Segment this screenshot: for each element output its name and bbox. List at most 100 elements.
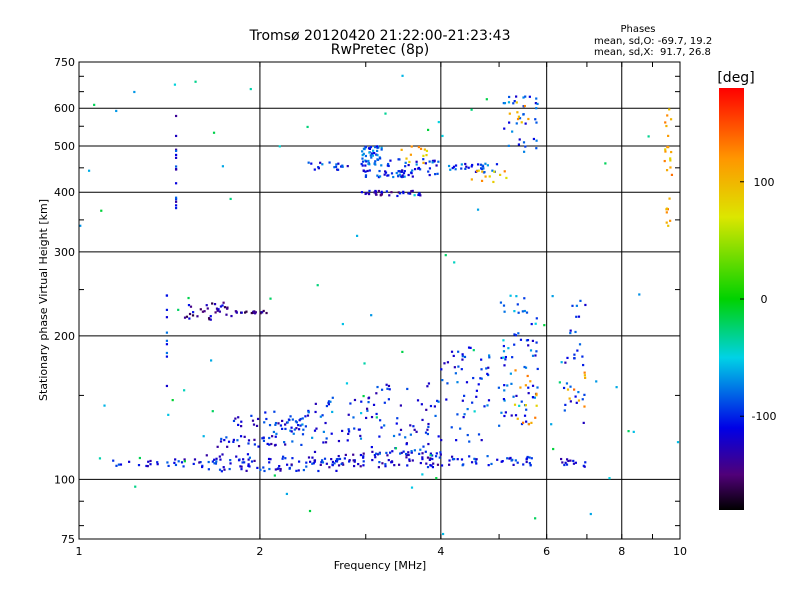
data-point bbox=[565, 463, 569, 466]
data-point bbox=[564, 461, 567, 464]
data-point bbox=[380, 164, 383, 167]
data-point bbox=[352, 464, 356, 468]
data-point bbox=[577, 315, 581, 318]
data-point bbox=[428, 160, 431, 163]
data-point bbox=[274, 435, 277, 438]
data-point bbox=[469, 346, 472, 349]
data-point bbox=[319, 463, 322, 466]
data-point bbox=[502, 304, 506, 307]
data-point bbox=[374, 160, 377, 163]
data-point bbox=[174, 196, 178, 199]
data-point bbox=[399, 428, 403, 431]
data-point bbox=[437, 435, 440, 438]
data-point bbox=[503, 389, 506, 392]
data-point bbox=[437, 400, 440, 403]
data-point bbox=[370, 314, 373, 317]
data-point bbox=[362, 456, 365, 459]
data-point bbox=[374, 190, 378, 193]
data-point bbox=[266, 442, 269, 446]
data-point bbox=[316, 284, 319, 287]
data-point bbox=[450, 455, 454, 458]
data-point bbox=[453, 261, 456, 264]
data-point bbox=[277, 467, 280, 470]
data-point bbox=[522, 113, 525, 116]
data-point bbox=[500, 411, 503, 414]
data-point bbox=[668, 108, 671, 111]
data-point bbox=[521, 310, 524, 313]
data-point bbox=[369, 145, 372, 149]
data-point bbox=[485, 98, 488, 101]
data-point bbox=[562, 386, 566, 390]
data-point bbox=[218, 310, 221, 313]
data-point bbox=[440, 438, 443, 442]
data-point bbox=[517, 332, 520, 335]
data-point bbox=[520, 400, 523, 403]
data-point bbox=[310, 162, 313, 165]
data-point bbox=[362, 460, 365, 463]
data-point bbox=[335, 460, 339, 463]
data-point bbox=[560, 361, 563, 364]
data-point bbox=[452, 165, 456, 168]
data-point bbox=[368, 151, 371, 154]
data-point bbox=[531, 396, 535, 399]
data-point bbox=[497, 386, 500, 389]
data-point bbox=[428, 167, 432, 170]
data-point bbox=[390, 191, 393, 194]
data-point bbox=[173, 83, 177, 86]
data-point bbox=[536, 386, 539, 389]
data-point bbox=[503, 384, 506, 387]
data-point bbox=[513, 403, 517, 406]
data-point bbox=[396, 194, 399, 198]
data-point bbox=[191, 314, 195, 317]
data-point bbox=[228, 467, 231, 471]
data-point bbox=[518, 404, 521, 407]
data-point bbox=[138, 456, 141, 460]
x-tick-label: 1 bbox=[76, 545, 83, 558]
data-point bbox=[247, 458, 250, 461]
data-point bbox=[457, 350, 460, 353]
data-point bbox=[225, 436, 228, 439]
data-point bbox=[174, 182, 178, 185]
data-point bbox=[346, 439, 349, 442]
data-point bbox=[341, 165, 344, 168]
y-tick-label: 600 bbox=[54, 102, 75, 115]
data-point bbox=[508, 95, 511, 99]
data-point bbox=[146, 465, 149, 468]
data-point bbox=[262, 309, 265, 313]
data-point bbox=[516, 303, 519, 306]
data-point bbox=[268, 436, 271, 440]
data-point bbox=[401, 350, 404, 354]
data-point bbox=[427, 382, 431, 385]
data-point bbox=[421, 473, 424, 476]
data-point bbox=[470, 461, 474, 464]
data-point bbox=[410, 486, 414, 489]
data-point bbox=[520, 422, 524, 426]
data-point bbox=[415, 430, 418, 433]
data-point bbox=[279, 467, 282, 471]
data-point bbox=[387, 458, 390, 462]
data-point bbox=[566, 356, 569, 360]
data-point bbox=[460, 167, 463, 170]
data-point bbox=[523, 365, 526, 369]
data-point bbox=[327, 401, 330, 404]
data-point bbox=[281, 419, 284, 423]
data-point bbox=[211, 460, 214, 463]
data-point bbox=[285, 463, 289, 466]
data-point bbox=[368, 189, 371, 193]
data-point bbox=[336, 168, 340, 171]
data-point bbox=[360, 191, 364, 194]
data-point bbox=[416, 399, 420, 402]
data-point bbox=[518, 138, 521, 141]
data-point bbox=[461, 358, 464, 361]
data-point bbox=[331, 463, 334, 466]
data-point bbox=[261, 437, 264, 440]
data-point bbox=[552, 447, 555, 451]
data-point bbox=[400, 175, 403, 178]
data-point bbox=[427, 425, 430, 428]
data-point bbox=[426, 465, 430, 469]
data-point bbox=[391, 450, 394, 453]
data-point bbox=[308, 509, 312, 513]
data-point bbox=[417, 145, 420, 149]
data-point bbox=[337, 464, 341, 467]
data-point bbox=[115, 109, 118, 113]
